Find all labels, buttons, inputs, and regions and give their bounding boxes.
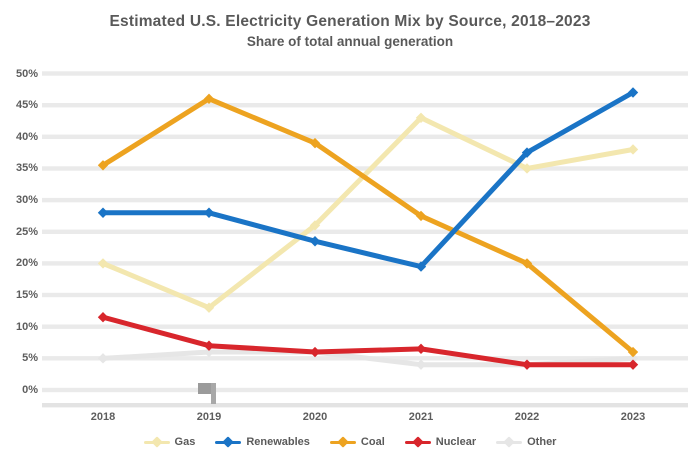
y-tick-label: 30% <box>15 194 38 207</box>
legend-label: Renewables <box>246 436 310 448</box>
data-point-marker <box>97 312 109 323</box>
legend-marker-icon <box>404 436 431 448</box>
y-tick-label: 15% <box>15 289 38 302</box>
gridline <box>42 261 688 266</box>
data-point-marker <box>627 353 639 364</box>
x-tick-label: 2023 <box>620 411 646 423</box>
x-tick-label: 2021 <box>408 411 434 423</box>
x-tick-label: 2018 <box>90 411 116 423</box>
x-tick-label: 2019 <box>196 411 222 423</box>
gridline <box>42 324 688 329</box>
gridline <box>42 387 688 393</box>
gridline <box>42 134 688 139</box>
data-point-marker <box>627 359 639 370</box>
data-point-marker <box>627 87 639 98</box>
gridline <box>42 292 688 298</box>
legend-marker-icon <box>496 436 523 448</box>
legend-marker-icon <box>215 436 242 448</box>
data-point-marker <box>415 359 427 370</box>
artifact-mark <box>198 383 217 404</box>
data-point-marker <box>627 144 639 155</box>
series-line-nuclear <box>100 314 636 368</box>
data-point-marker <box>203 340 215 351</box>
data-point-marker <box>309 346 321 358</box>
legend-diamond <box>150 436 163 448</box>
y-tick-label: 45% <box>15 99 38 112</box>
data-point-marker <box>521 258 533 269</box>
artifact-bar <box>211 383 216 404</box>
legend-item-nuclear: Nuclear <box>404 436 477 448</box>
legend-label: Other <box>527 436 557 448</box>
legend-diamond <box>412 436 424 448</box>
gridline <box>42 71 688 76</box>
y-tick-label: 5% <box>22 352 38 365</box>
data-point-marker <box>415 343 427 355</box>
series-line-renewables <box>100 90 636 270</box>
data-point-marker <box>415 112 427 124</box>
chart-subtitle: Share of total annual generation <box>246 34 454 49</box>
data-point-marker <box>309 220 321 231</box>
series-line-coal <box>100 96 636 355</box>
y-tick-label: 20% <box>15 257 38 270</box>
data-point-marker <box>97 258 109 269</box>
x-tick-label: 2020 <box>302 411 328 423</box>
legend-marker-icon <box>329 436 356 448</box>
legend-label: Coal <box>360 436 385 448</box>
y-tick-label: 40% <box>15 130 38 143</box>
gridline <box>42 197 688 203</box>
gridline <box>42 229 688 234</box>
data-point-marker <box>203 207 215 218</box>
data-point-marker <box>521 147 533 158</box>
legend-diamond <box>222 436 234 448</box>
data-point-marker <box>97 207 109 218</box>
legend-label: Gas <box>174 436 196 448</box>
data-point-marker <box>521 163 533 174</box>
data-point-marker <box>415 210 427 222</box>
data-point-marker <box>309 236 321 247</box>
legend-label: Nuclear <box>435 436 477 448</box>
gridline <box>42 166 688 171</box>
chart-title: Estimated U.S. Electricity Generation Mi… <box>109 13 591 30</box>
legend-diamond <box>337 436 349 448</box>
y-tick-label: 35% <box>15 162 38 175</box>
data-point-marker <box>203 302 215 313</box>
data-point-marker <box>97 160 109 171</box>
y-tick-label: 10% <box>15 320 38 333</box>
x-axis-line <box>42 403 688 408</box>
series-line-gas <box>100 115 636 311</box>
data-point-marker <box>97 353 109 364</box>
legend-item-renewables: Renewables <box>215 436 310 448</box>
data-point-marker <box>521 359 533 370</box>
data-point-marker <box>627 346 639 358</box>
legend-item-other: Other <box>496 436 556 448</box>
data-point-marker <box>203 346 215 358</box>
y-tick-label: 50% <box>15 67 38 80</box>
legend: Gas Renewables Coal Nuclear Other <box>0 436 700 448</box>
data-point-marker <box>309 137 321 149</box>
x-tick-label: 2022 <box>514 411 540 423</box>
y-tick-label: 25% <box>15 225 38 238</box>
data-point-marker <box>203 93 215 105</box>
y-tick-label: 0% <box>22 384 38 396</box>
legend-marker-icon <box>143 436 170 448</box>
legend-item-gas: Gas <box>143 436 196 448</box>
data-point-marker <box>415 261 427 272</box>
legend-diamond <box>503 436 515 448</box>
artifact-block <box>198 383 212 394</box>
legend-item-coal: Coal <box>329 436 385 448</box>
gridline <box>42 103 688 108</box>
